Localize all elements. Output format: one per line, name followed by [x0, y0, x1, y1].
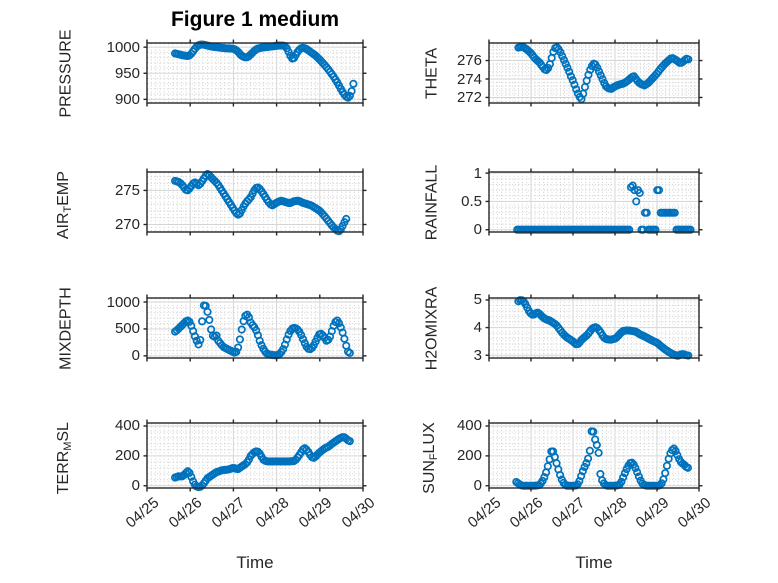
- air_temp-plot: [143, 168, 367, 236]
- terr_msl-ylabel-part: SL: [54, 422, 72, 442]
- air_temp-ylabel-part: T: [62, 205, 75, 212]
- theta-ytick-label: 274: [456, 70, 482, 88]
- terr_msl-ytick-label: 400: [114, 417, 140, 435]
- terr_msl-ylabel-part: M: [62, 441, 75, 451]
- sun_flux-ytick-label: 400: [456, 417, 482, 435]
- rainfall-ytick-label: 0: [473, 221, 482, 239]
- theta-ylabel-part: THETA: [423, 47, 441, 99]
- mixdepth-markers: [171, 301, 354, 360]
- x-axis-label-left: Time: [236, 553, 274, 572]
- air_temp-ytick-label: 270: [114, 216, 140, 233]
- air_temp-markers: [171, 170, 351, 236]
- sun_flux-ylabel: SUNFLUX: [420, 348, 444, 568]
- h2omixra-ytick-label: 3: [473, 346, 482, 364]
- pressure-ytick-label: 900: [114, 90, 140, 108]
- theta-ytick-label: 272: [456, 88, 482, 106]
- rainfall-ytick-label: 1: [473, 164, 482, 182]
- terr_msl-axes-box: [143, 419, 367, 492]
- sun_flux-plot: [485, 419, 703, 492]
- rainfall-markers: [513, 181, 695, 234]
- h2omixra-markers: [514, 296, 693, 360]
- pressure-markers: [171, 40, 358, 102]
- pressure-ytick-label: 1000: [106, 38, 140, 56]
- terr_msl-plot: [143, 419, 367, 492]
- h2omixra-plot: [485, 294, 703, 362]
- h2omixra-ytick-label: 5: [473, 291, 482, 309]
- h2omixra-ytick-label: 4: [473, 319, 482, 337]
- terr_msl-ylabel: TERRMSL: [54, 348, 78, 568]
- theta-minor-grid: [489, 43, 699, 103]
- sun_flux-axes-box: [485, 419, 703, 492]
- pressure-ytick-label: 950: [114, 64, 140, 82]
- terr_msl-ylabel-part: TERR: [54, 450, 72, 495]
- air_temp-ylabel-part: EMP: [54, 170, 72, 206]
- theta-markers: [514, 42, 693, 104]
- pressure-plot: [143, 39, 367, 107]
- h2omixra-axes-box: [485, 294, 703, 362]
- terr_msl-ytick-label: 0: [131, 477, 140, 495]
- sun_flux-ytick-label: 200: [456, 447, 482, 465]
- theta-ytick-label: 276: [456, 52, 482, 70]
- rainfall-minor-grid: [489, 172, 699, 232]
- mixdepth-axes-box: [143, 294, 367, 362]
- sun_flux-ytick-label: 0: [473, 477, 482, 495]
- terr_msl-major-grid: [146, 423, 364, 488]
- rainfall-axes-box: [485, 168, 703, 236]
- sun_flux-ylabel-part: F: [428, 453, 441, 461]
- sun_flux-ylabel-part: SUN: [420, 460, 438, 494]
- mixdepth-ytick-label: 500: [114, 320, 140, 338]
- rainfall-plot: [485, 168, 703, 236]
- mixdepth-minor-grid: [147, 298, 363, 358]
- sun_flux-ylabel-part: LUX: [420, 422, 438, 454]
- mixdepth-plot: [143, 294, 367, 362]
- sun_flux-markers: [512, 427, 692, 490]
- air_temp-ytick-label: 275: [114, 181, 140, 199]
- mixdepth-ytick-label: 1000: [106, 293, 140, 311]
- theta-axes-box: [485, 39, 703, 107]
- air_temp-axes-box: [143, 168, 367, 236]
- rainfall-ytick-label: 0.5: [461, 192, 482, 210]
- figure-title: Figure 1 medium: [170, 8, 340, 31]
- theta-plot: [485, 39, 703, 107]
- terr_msl-ytick-label: 200: [114, 447, 140, 465]
- mixdepth-ytick-label: 0: [131, 347, 140, 365]
- x-axis-label-right: Time: [575, 553, 613, 572]
- pressure-axes-box: [143, 39, 367, 107]
